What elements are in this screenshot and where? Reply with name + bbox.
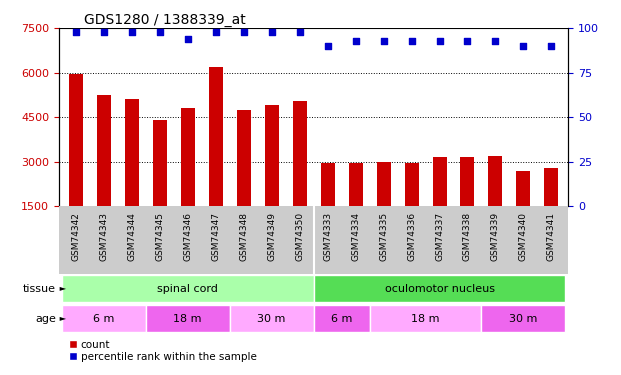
Point (491, 38, 501, 44)
Point (546, 43, 556, 49)
Text: GSM74346: GSM74346 (183, 211, 192, 261)
Bar (237, 110, 251, 251)
Bar (314, 305, 369, 332)
Bar (209, 67, 223, 251)
Bar (62, 305, 146, 332)
Text: GSM74342: GSM74342 (71, 211, 80, 261)
Text: GSM74344: GSM74344 (127, 211, 136, 261)
Bar (517, 171, 530, 251)
Text: GSM74337: GSM74337 (435, 211, 444, 261)
Point (183, 36, 193, 42)
Point (351, 38, 361, 44)
Text: spinal cord: spinal cord (157, 284, 218, 294)
Text: age: age (35, 314, 56, 324)
Text: GSM74336: GSM74336 (407, 211, 416, 261)
Point (519, 43, 528, 49)
Point (323, 43, 333, 49)
Text: GSM74349: GSM74349 (267, 211, 276, 261)
Bar (369, 305, 481, 332)
Text: tissue: tissue (23, 284, 56, 294)
Text: 30 m: 30 m (258, 314, 286, 324)
Point (435, 38, 445, 44)
Bar (461, 157, 474, 251)
Bar (376, 162, 391, 251)
Bar (146, 305, 230, 332)
Bar (181, 108, 195, 251)
Text: GSM74350: GSM74350 (295, 211, 304, 261)
Text: 6 m: 6 m (93, 314, 114, 324)
Text: GSM74338: GSM74338 (463, 211, 472, 261)
Text: GSM74334: GSM74334 (351, 211, 360, 261)
Bar (404, 163, 419, 251)
Text: GSM74340: GSM74340 (519, 211, 528, 261)
Text: oculomotor nucleus: oculomotor nucleus (384, 284, 494, 294)
Bar (432, 157, 446, 251)
Bar (545, 168, 558, 251)
Bar (230, 305, 314, 332)
Text: 6 m: 6 m (331, 314, 352, 324)
Point (155, 29, 165, 35)
Point (407, 38, 417, 44)
Bar (62, 275, 314, 302)
Text: 18 m: 18 m (173, 314, 202, 324)
Point (379, 38, 389, 44)
Text: 30 m: 30 m (509, 314, 538, 324)
Legend: count, percentile rank within the sample: count, percentile rank within the sample (64, 336, 261, 366)
Point (463, 38, 473, 44)
Text: GSM74345: GSM74345 (155, 211, 164, 261)
Point (211, 29, 220, 35)
Point (294, 29, 304, 35)
Text: GSM74348: GSM74348 (239, 211, 248, 261)
Bar (69, 74, 83, 251)
Text: ►: ► (57, 284, 66, 293)
Text: 18 m: 18 m (411, 314, 440, 324)
Bar (489, 156, 502, 251)
Bar (320, 163, 335, 251)
Text: GSM74339: GSM74339 (491, 211, 500, 261)
Text: GSM74341: GSM74341 (547, 211, 556, 261)
Bar (153, 120, 166, 251)
Bar (481, 305, 565, 332)
Bar (314, 275, 565, 302)
Text: ►: ► (57, 314, 66, 323)
Bar (125, 99, 138, 251)
Bar (97, 95, 111, 251)
Point (99, 29, 109, 35)
Text: GSM74333: GSM74333 (323, 211, 332, 261)
Text: GSM74335: GSM74335 (379, 211, 388, 261)
Text: GSM74343: GSM74343 (99, 211, 108, 261)
Point (266, 29, 276, 35)
Point (71, 29, 81, 35)
Text: GSM74347: GSM74347 (211, 211, 220, 261)
Point (238, 29, 248, 35)
Bar (348, 163, 363, 251)
Text: GDS1280 / 1388339_at: GDS1280 / 1388339_at (84, 13, 246, 27)
Bar (292, 101, 307, 251)
Point (127, 29, 137, 35)
Bar (265, 105, 279, 251)
